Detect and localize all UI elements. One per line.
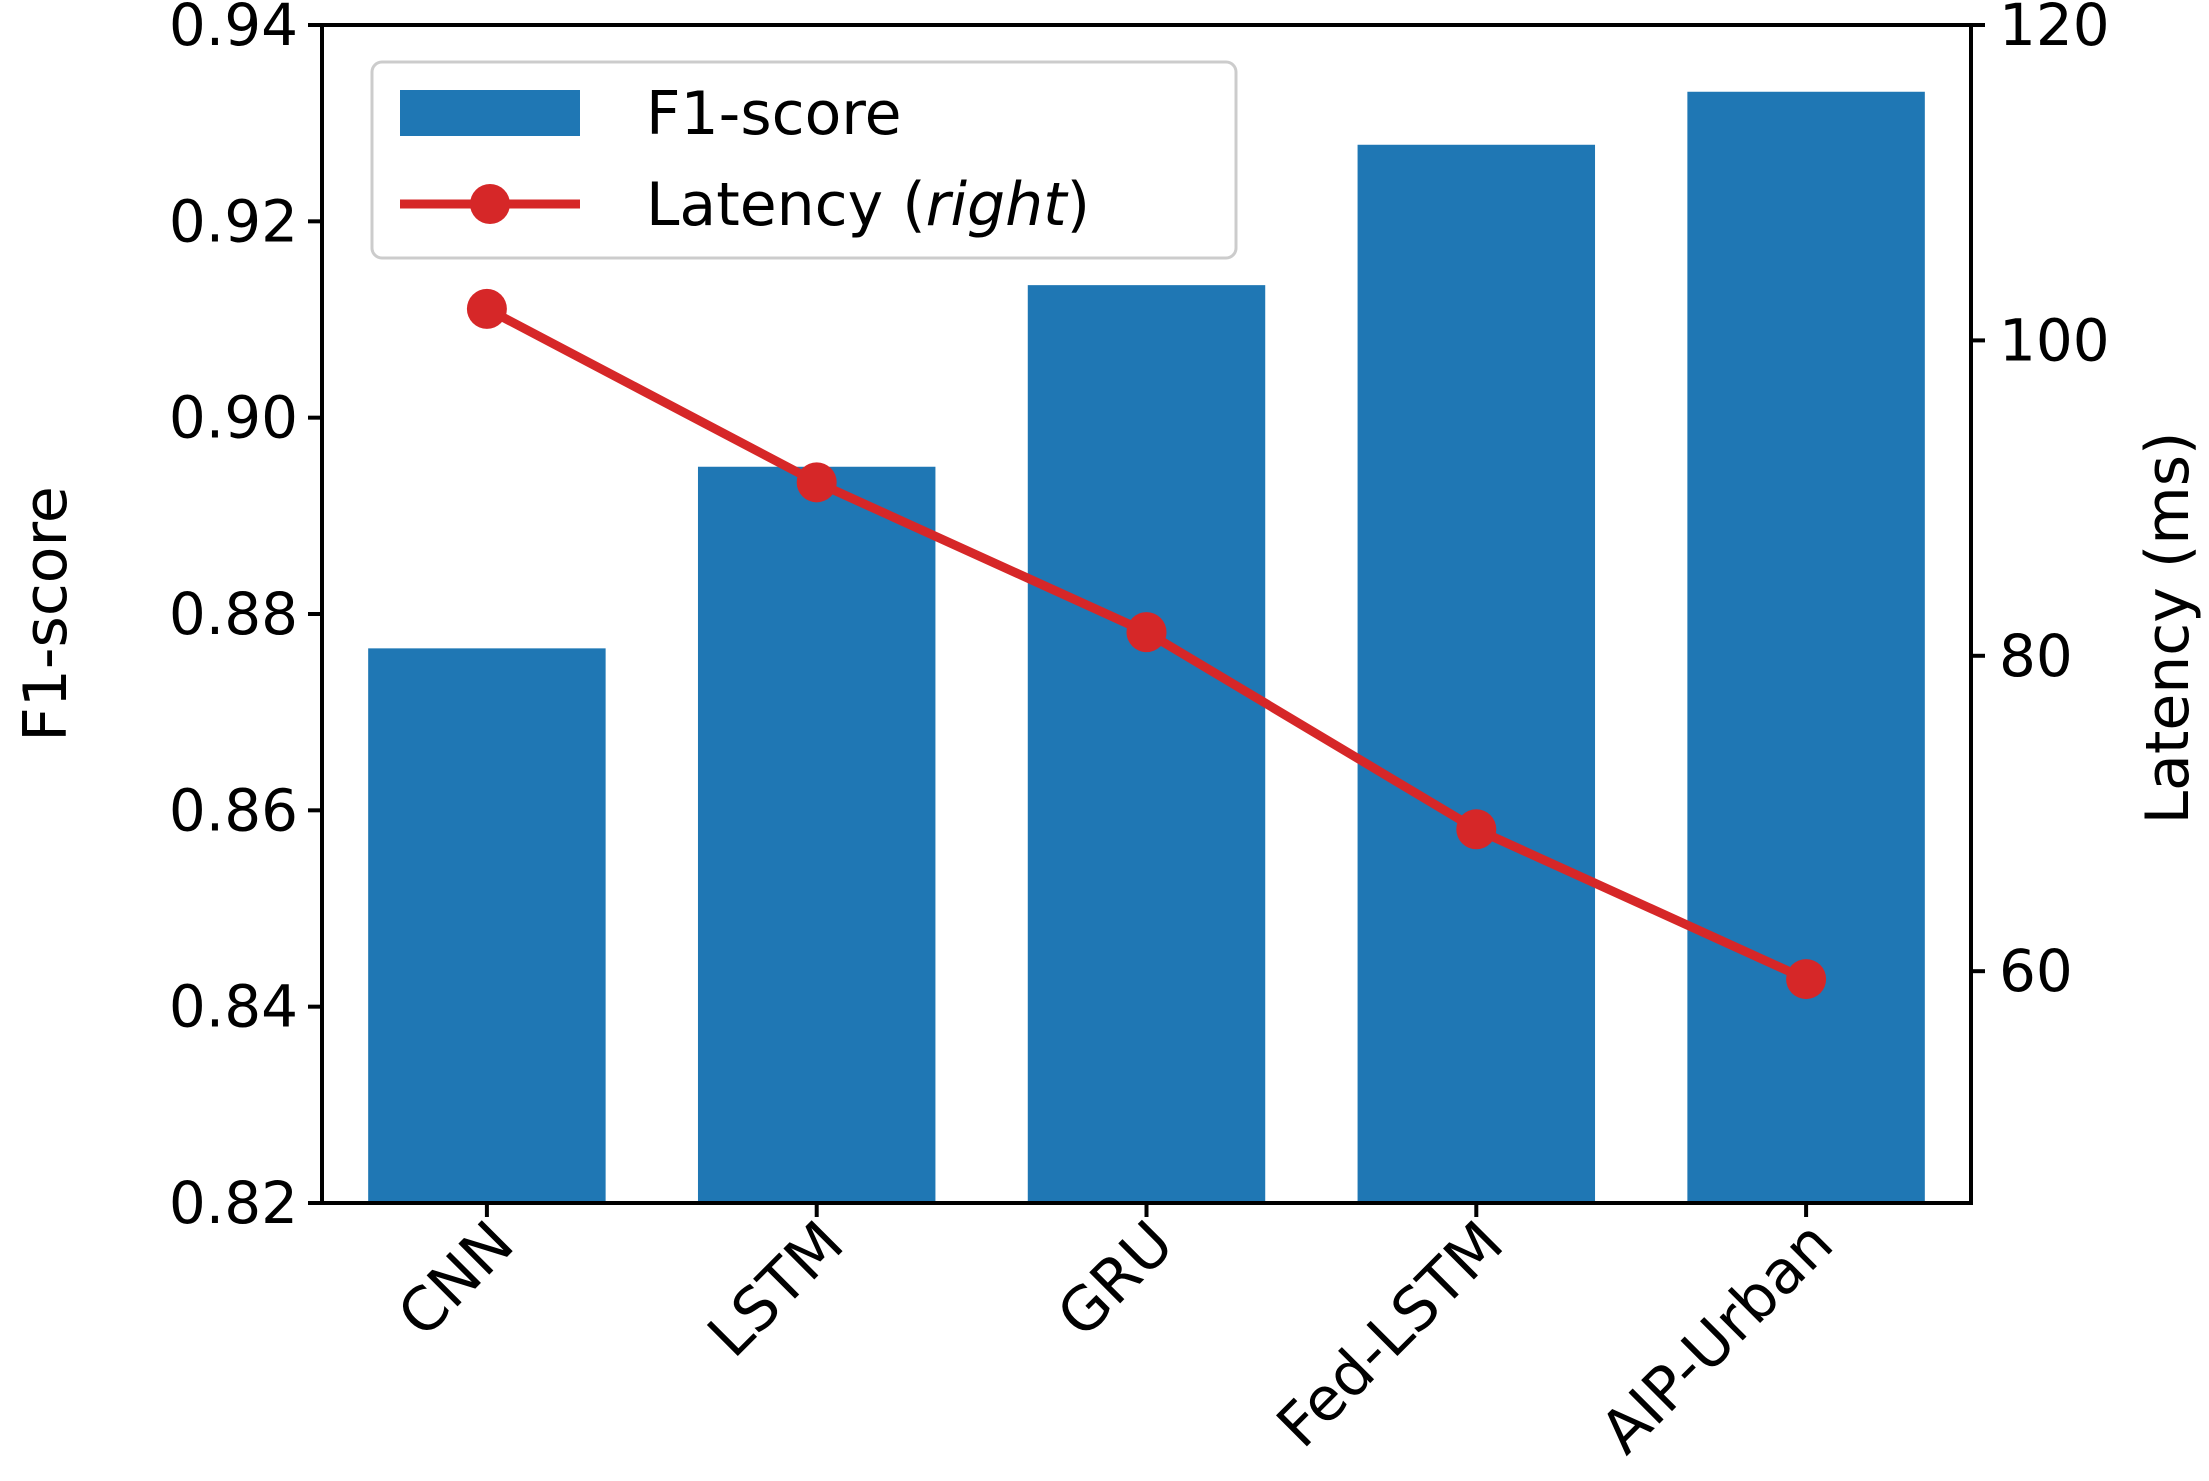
- left-tick-label: 0.82: [169, 1169, 298, 1237]
- x-tick-label-lstm: LSTM: [695, 1208, 858, 1371]
- latency-point-lstm: [796, 462, 837, 503]
- right-tick-label: 120: [1999, 0, 2110, 59]
- bar-fed-lstm: [1357, 144, 1596, 1204]
- latency-point-aip-urban: [1786, 959, 1827, 1000]
- right-tick-label: 80: [1999, 622, 2073, 690]
- legend-label-latency-name: Latency: [646, 170, 883, 240]
- legend-label-latency-suffix: right: [926, 170, 1069, 240]
- right-axis-title: Latency (ms): [2133, 432, 2203, 825]
- legend-swatch-f1-score: [400, 90, 580, 136]
- bar-lstm: [697, 466, 936, 1203]
- x-tick-label-fed-lstm: Fed-LSTM: [1264, 1208, 1517, 1461]
- latency-point-fed-lstm: [1456, 809, 1497, 850]
- line-series: [466, 288, 1827, 1000]
- x-tick-label-aip-urban: AIP-Urban: [1587, 1208, 1846, 1467]
- legend-label-f1-score: F1-score: [646, 79, 902, 149]
- left-tick-label: 0.88: [169, 580, 298, 648]
- x-tick-label-cnn: CNN: [385, 1208, 528, 1351]
- latency-point-cnn: [466, 288, 507, 329]
- legend-label-latency: Latency (right): [646, 170, 1090, 240]
- legend: F1-score Latency (right): [370, 60, 1238, 260]
- left-tick-label: 0.90: [169, 384, 298, 452]
- x-tick-label-gru: GRU: [1044, 1208, 1187, 1351]
- legend-marker-latency: [470, 184, 510, 224]
- x-axis: CNN LSTM GRU Fed-LSTM AIP-Urban: [385, 1203, 1847, 1467]
- bar-gru: [1027, 285, 1266, 1203]
- left-tick-label: 0.92: [169, 187, 298, 255]
- legend-box: [370, 60, 1238, 260]
- bar-cnn: [368, 648, 606, 1203]
- left-axis: 0.82 0.84 0.86 0.88 0.90 0.92 0.94: [169, 0, 322, 1237]
- left-axis-title: F1-score: [11, 486, 81, 742]
- right-tick-label: 60: [1999, 937, 2073, 1005]
- bar-series: [368, 91, 1925, 1204]
- right-axis: 60 80 100 120: [1971, 0, 2110, 1005]
- latency-point-gru: [1126, 612, 1167, 653]
- left-tick-label: 0.94: [169, 0, 298, 59]
- left-tick-label: 0.84: [169, 973, 298, 1041]
- left-tick-label: 0.86: [169, 776, 298, 844]
- right-tick-label: 100: [1999, 306, 2110, 374]
- bar-aip-urban: [1687, 91, 1925, 1204]
